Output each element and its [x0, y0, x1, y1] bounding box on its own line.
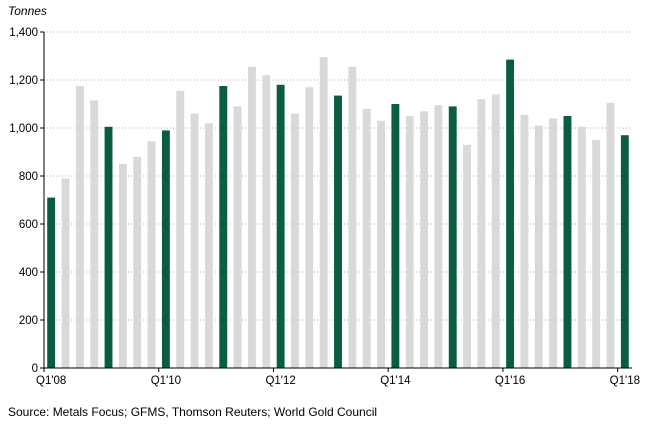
x-tick-label: Q1'12 [265, 375, 295, 387]
bar-Q2'11 [233, 106, 242, 369]
bar-Q3'17 [592, 140, 601, 368]
x-tick-label: Q1'14 [380, 375, 411, 387]
bar-Q4'11 [262, 75, 271, 368]
bar-Q3'15 [477, 99, 486, 368]
y-tick-label: 200 [19, 315, 38, 327]
bar-Q1'16 [506, 59, 515, 368]
x-tick-label: Q1'08 [36, 375, 66, 387]
bar-Q4'14 [434, 105, 443, 368]
bar-Q3'16 [534, 125, 543, 368]
bar-Q4'12 [319, 57, 328, 368]
bar-Q4'17 [606, 102, 615, 369]
bar-Q2'15 [463, 144, 472, 368]
bar-Q3'08 [75, 86, 84, 368]
bar-Q4'08 [90, 100, 99, 369]
bar-Q1'10 [161, 130, 170, 368]
x-tick-label: Q1'16 [495, 375, 525, 387]
y-tick-label: 1,000 [9, 123, 38, 135]
x-tick-label: Q1'18 [610, 375, 640, 387]
bar-Q3'14 [420, 111, 428, 368]
bar-Q4'15 [491, 94, 500, 369]
bar-Q1'09 [104, 126, 113, 368]
y-tick-label: 800 [19, 171, 38, 183]
y-tick-label: 600 [19, 219, 38, 231]
bar-Q2'16 [520, 114, 529, 368]
bar-Q2'09 [118, 164, 127, 368]
bar-Q1'12 [276, 84, 285, 369]
bar-Q4'13 [377, 120, 385, 368]
y-axis-unit-label: Tonnes [8, 4, 47, 18]
y-tick-label: 1,200 [9, 75, 38, 87]
bar-Q1'18 [620, 135, 629, 368]
bar-Q1'08 [47, 197, 56, 368]
bar-Q1'15 [448, 106, 457, 369]
bar-chart: 0 200 400 600 800 1,000 1,200 1,400 Q1'08 Q1'10 Q1… [9, 27, 640, 387]
bar-Q2'08 [61, 178, 70, 368]
y-tick-label: 1,400 [9, 27, 38, 39]
bar-Q2'13 [348, 66, 357, 369]
bar-Q2'14 [405, 116, 414, 368]
bar-Q1'17 [563, 116, 572, 368]
bar-Q2'12 [291, 113, 299, 368]
bar-Q4'09 [147, 141, 156, 368]
bar-Q3'12 [305, 87, 314, 368]
bar-Q1'14 [391, 104, 400, 368]
bar-Q3'10 [190, 113, 199, 368]
bar-Q3'11 [248, 66, 256, 369]
y-tick-label: 400 [19, 267, 38, 279]
bar-Q2'17 [577, 126, 586, 368]
bar-Q4'10 [204, 123, 213, 368]
bar-Q2'10 [176, 90, 185, 369]
bar-Q1'13 [334, 95, 342, 368]
x-tick-label: Q1'10 [151, 375, 181, 387]
bar-Q1'11 [219, 86, 228, 368]
bar-Q3'13 [362, 108, 371, 369]
source-note: Source: Metals Focus; GFMS, Thomson Reut… [8, 405, 378, 419]
y-tick-label: 0 [32, 363, 38, 375]
bar-Q3'09 [133, 156, 142, 368]
bar-Q4'16 [549, 118, 558, 369]
